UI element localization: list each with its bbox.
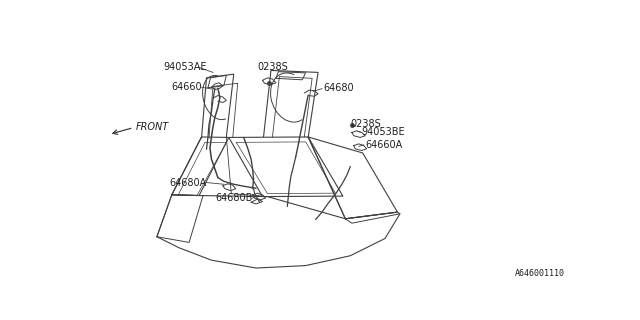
Text: 64680A: 64680A [169,178,207,188]
Text: 64660A: 64660A [365,140,403,150]
Text: 94053BE: 94053BE [362,127,405,137]
Text: A646001110: A646001110 [515,269,565,278]
Text: FRONT: FRONT [136,122,169,132]
Text: 0238S: 0238S [257,62,288,72]
Text: 0238S: 0238S [350,119,381,129]
Text: 64660: 64660 [172,82,202,92]
Text: 94053AE: 94053AE [163,62,207,72]
Text: 64680B: 64680B [215,193,252,203]
Text: 64680: 64680 [323,83,354,93]
